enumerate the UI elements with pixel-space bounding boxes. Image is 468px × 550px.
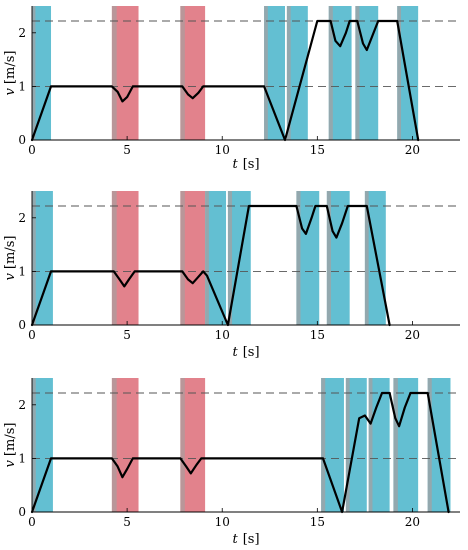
panel-3-xlabel-var: t (232, 532, 238, 547)
panel-1-xlabel: t [s] (232, 157, 259, 172)
panel-3-ticks: 0 5 10 15 20 0 1 2 (18, 398, 420, 529)
panel-1-bands (32, 6, 419, 140)
panel-3-band-5-edge (345, 378, 350, 512)
panel-1-x-tick-label-10: 10 (215, 143, 230, 157)
panel-3-xlabel: t [s] (232, 532, 259, 547)
panel-2-y-tick-label-2: 2 (18, 211, 26, 225)
panel-2: 0 5 10 15 20 0 1 2 v [m/s] t [s] (3, 191, 460, 360)
panel-2-x-tick-label-15: 15 (310, 328, 325, 342)
panel-3-x-tick-label-15: 15 (310, 515, 325, 529)
panel-2-x-tick-label-0: 0 (28, 328, 36, 342)
panel-3-band-1 (32, 378, 53, 512)
panel-2-ylabel-var: v (3, 272, 18, 280)
panel-2-ticks: 0 5 10 15 20 0 1 2 (18, 211, 420, 342)
panel-1-series-line-1 (30, 19, 420, 142)
panel-1-band-4 (264, 6, 285, 140)
panel-2-xlabel-var: t (232, 345, 238, 360)
panel-3-series (30, 391, 450, 514)
panel-1-x-tick-label-0: 0 (28, 143, 36, 157)
panel-2-band-5-edge (227, 191, 233, 325)
panel-3-band-4 (321, 378, 344, 512)
panel-3-band-1-edge (32, 378, 36, 512)
panel-1-band-2-edge (111, 6, 117, 140)
panel-3-x-tick-label-10: 10 (215, 515, 230, 529)
panel-1-axes (31, 6, 460, 141)
panel-2-x-tick-label-5: 5 (123, 328, 131, 342)
panel-3-ylabel-var: v (3, 459, 18, 467)
panel-1-band-1-edge (32, 6, 36, 140)
panel-2-band-1 (32, 191, 53, 325)
panel-2-y-tick-label-1: 1 (18, 264, 26, 278)
panel-2-y-tick-label-0: 0 (18, 318, 26, 332)
panel-3-xlabel-unit: [s] (243, 532, 260, 547)
panel-3-band-8-edge (427, 378, 432, 512)
panel-1-y-tick-label-1: 1 (18, 79, 26, 93)
panel-1-x-tick-label-20: 20 (405, 143, 420, 157)
panel-2-series (30, 204, 391, 327)
panel-2-band-8-edge (364, 191, 369, 325)
panel-2-band-7 (326, 191, 350, 325)
panel-2-band-7-edge (326, 191, 331, 325)
panel-2-band-3-edge (180, 191, 185, 325)
panel-1-band-8-edge (397, 6, 401, 140)
panel-2-xlabel: t [s] (232, 345, 259, 360)
panel-1-xlabel-var: t (232, 157, 238, 172)
panel-1-xlabel-unit: [s] (243, 157, 260, 172)
panel-3-series-line-1 (30, 391, 450, 514)
panel-2-bands (32, 191, 386, 325)
panel-1: 0 5 10 15 20 0 1 2 v [m/s] t [s] (3, 6, 460, 172)
panel-1-x-tick-label-5: 5 (123, 143, 131, 157)
panel-2-band-4-edge (205, 191, 209, 325)
panel-1-series (30, 19, 420, 142)
panel-1-ylabel-var: v (3, 87, 18, 95)
panel-3-x-tick-label-20: 20 (405, 515, 420, 529)
panel-2-series-line-1 (30, 204, 391, 327)
panel-3-x-tick-label-0: 0 (28, 515, 36, 529)
panel-3-y-tick-label-0: 0 (18, 505, 26, 519)
panel-1-x-tick-label-15: 15 (310, 143, 325, 157)
panel-2-ylabel: v [m/s] (3, 236, 18, 281)
panel-2-ylabel-unit: [m/s] (3, 236, 18, 270)
panel-1-band-4-edge (264, 6, 268, 140)
panel-2-x-tick-label-20: 20 (405, 328, 420, 342)
panel-3: 0 5 10 15 20 0 1 2 v [m/s] t [s] (3, 378, 460, 547)
panel-1-band-1 (32, 6, 52, 140)
panel-3-band-8 (427, 378, 451, 512)
panel-3-ylabel-unit: [m/s] (3, 423, 18, 457)
panel-3-band-2-edge (111, 378, 117, 512)
panel-2-band-2-edge (111, 191, 117, 325)
panel-2-band-6-edge (296, 191, 301, 325)
panel-1-band-3-edge (180, 6, 185, 140)
panel-1-band-6-edge (328, 6, 333, 140)
panel-3-band-7-edge (393, 378, 398, 512)
panel-1-y-tick-label-0: 0 (18, 133, 26, 147)
panel-3-x-tick-label-5: 5 (123, 515, 131, 529)
panel-3-bands (32, 378, 451, 512)
panel-1-ref-lines (32, 20, 460, 87)
panel-3-band-4-edge (321, 378, 326, 512)
panel-3-band-3-edge (180, 378, 185, 512)
panel-1-band-5-edge (286, 6, 291, 140)
panel-1-band-7-edge (355, 6, 360, 140)
panel-3-y-tick-label-2: 2 (18, 398, 26, 412)
panel-2-band-1-edge (32, 191, 36, 325)
panel-1-ylabel-unit: [m/s] (3, 51, 18, 85)
panel-3-band-6-edge (368, 378, 373, 512)
panel-2-x-tick-label-10: 10 (215, 328, 230, 342)
panel-2-xlabel-unit: [s] (243, 345, 260, 360)
panel-1-ylabel: v [m/s] (3, 51, 18, 96)
panel-1-ticks: 0 5 10 15 20 0 1 2 (18, 26, 420, 157)
panel-3-ylabel: v [m/s] (3, 423, 18, 468)
panel-3-band-5 (345, 378, 367, 512)
panel-1-band-5 (286, 6, 308, 140)
panel-3-y-tick-label-1: 1 (18, 451, 26, 465)
panel-3-axes (31, 378, 460, 513)
panel-1-y-tick-label-2: 2 (18, 26, 26, 40)
panel-2-band-4 (205, 191, 227, 325)
